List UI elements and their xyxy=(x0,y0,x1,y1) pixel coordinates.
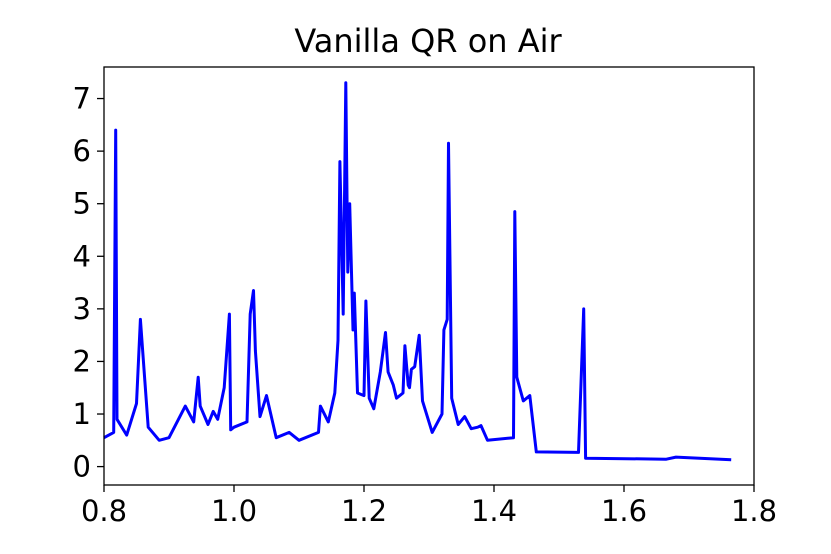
y-axis: 0 1 2 3 4 5 6 7 xyxy=(73,82,104,484)
x-tick-label: 1.8 xyxy=(731,494,777,528)
plot-frame xyxy=(103,66,755,486)
y-tick-label: 0 xyxy=(73,450,91,484)
y-tick-label: 2 xyxy=(73,344,91,378)
y-tick-label: 5 xyxy=(73,187,91,221)
y-tick-label: 3 xyxy=(73,292,91,326)
x-tick-label: 1.4 xyxy=(471,494,517,528)
y-tick-label: 7 xyxy=(73,82,91,116)
x-tick-label: 1.2 xyxy=(341,494,387,528)
x-tick-label: 0.8 xyxy=(81,494,127,528)
x-tick-label: 1.6 xyxy=(601,494,647,528)
y-tick-label: 1 xyxy=(73,397,91,431)
series-line-0 xyxy=(103,81,732,462)
y-tick-label: 6 xyxy=(73,134,91,168)
y-tick-label: 4 xyxy=(73,239,91,273)
chart-title: Vanilla QR on Air xyxy=(294,22,562,60)
series-group xyxy=(103,81,732,462)
x-axis: 0.8 1.0 1.2 1.4 1.6 1.8 xyxy=(81,485,777,528)
x-tick-label: 1.0 xyxy=(211,494,257,528)
